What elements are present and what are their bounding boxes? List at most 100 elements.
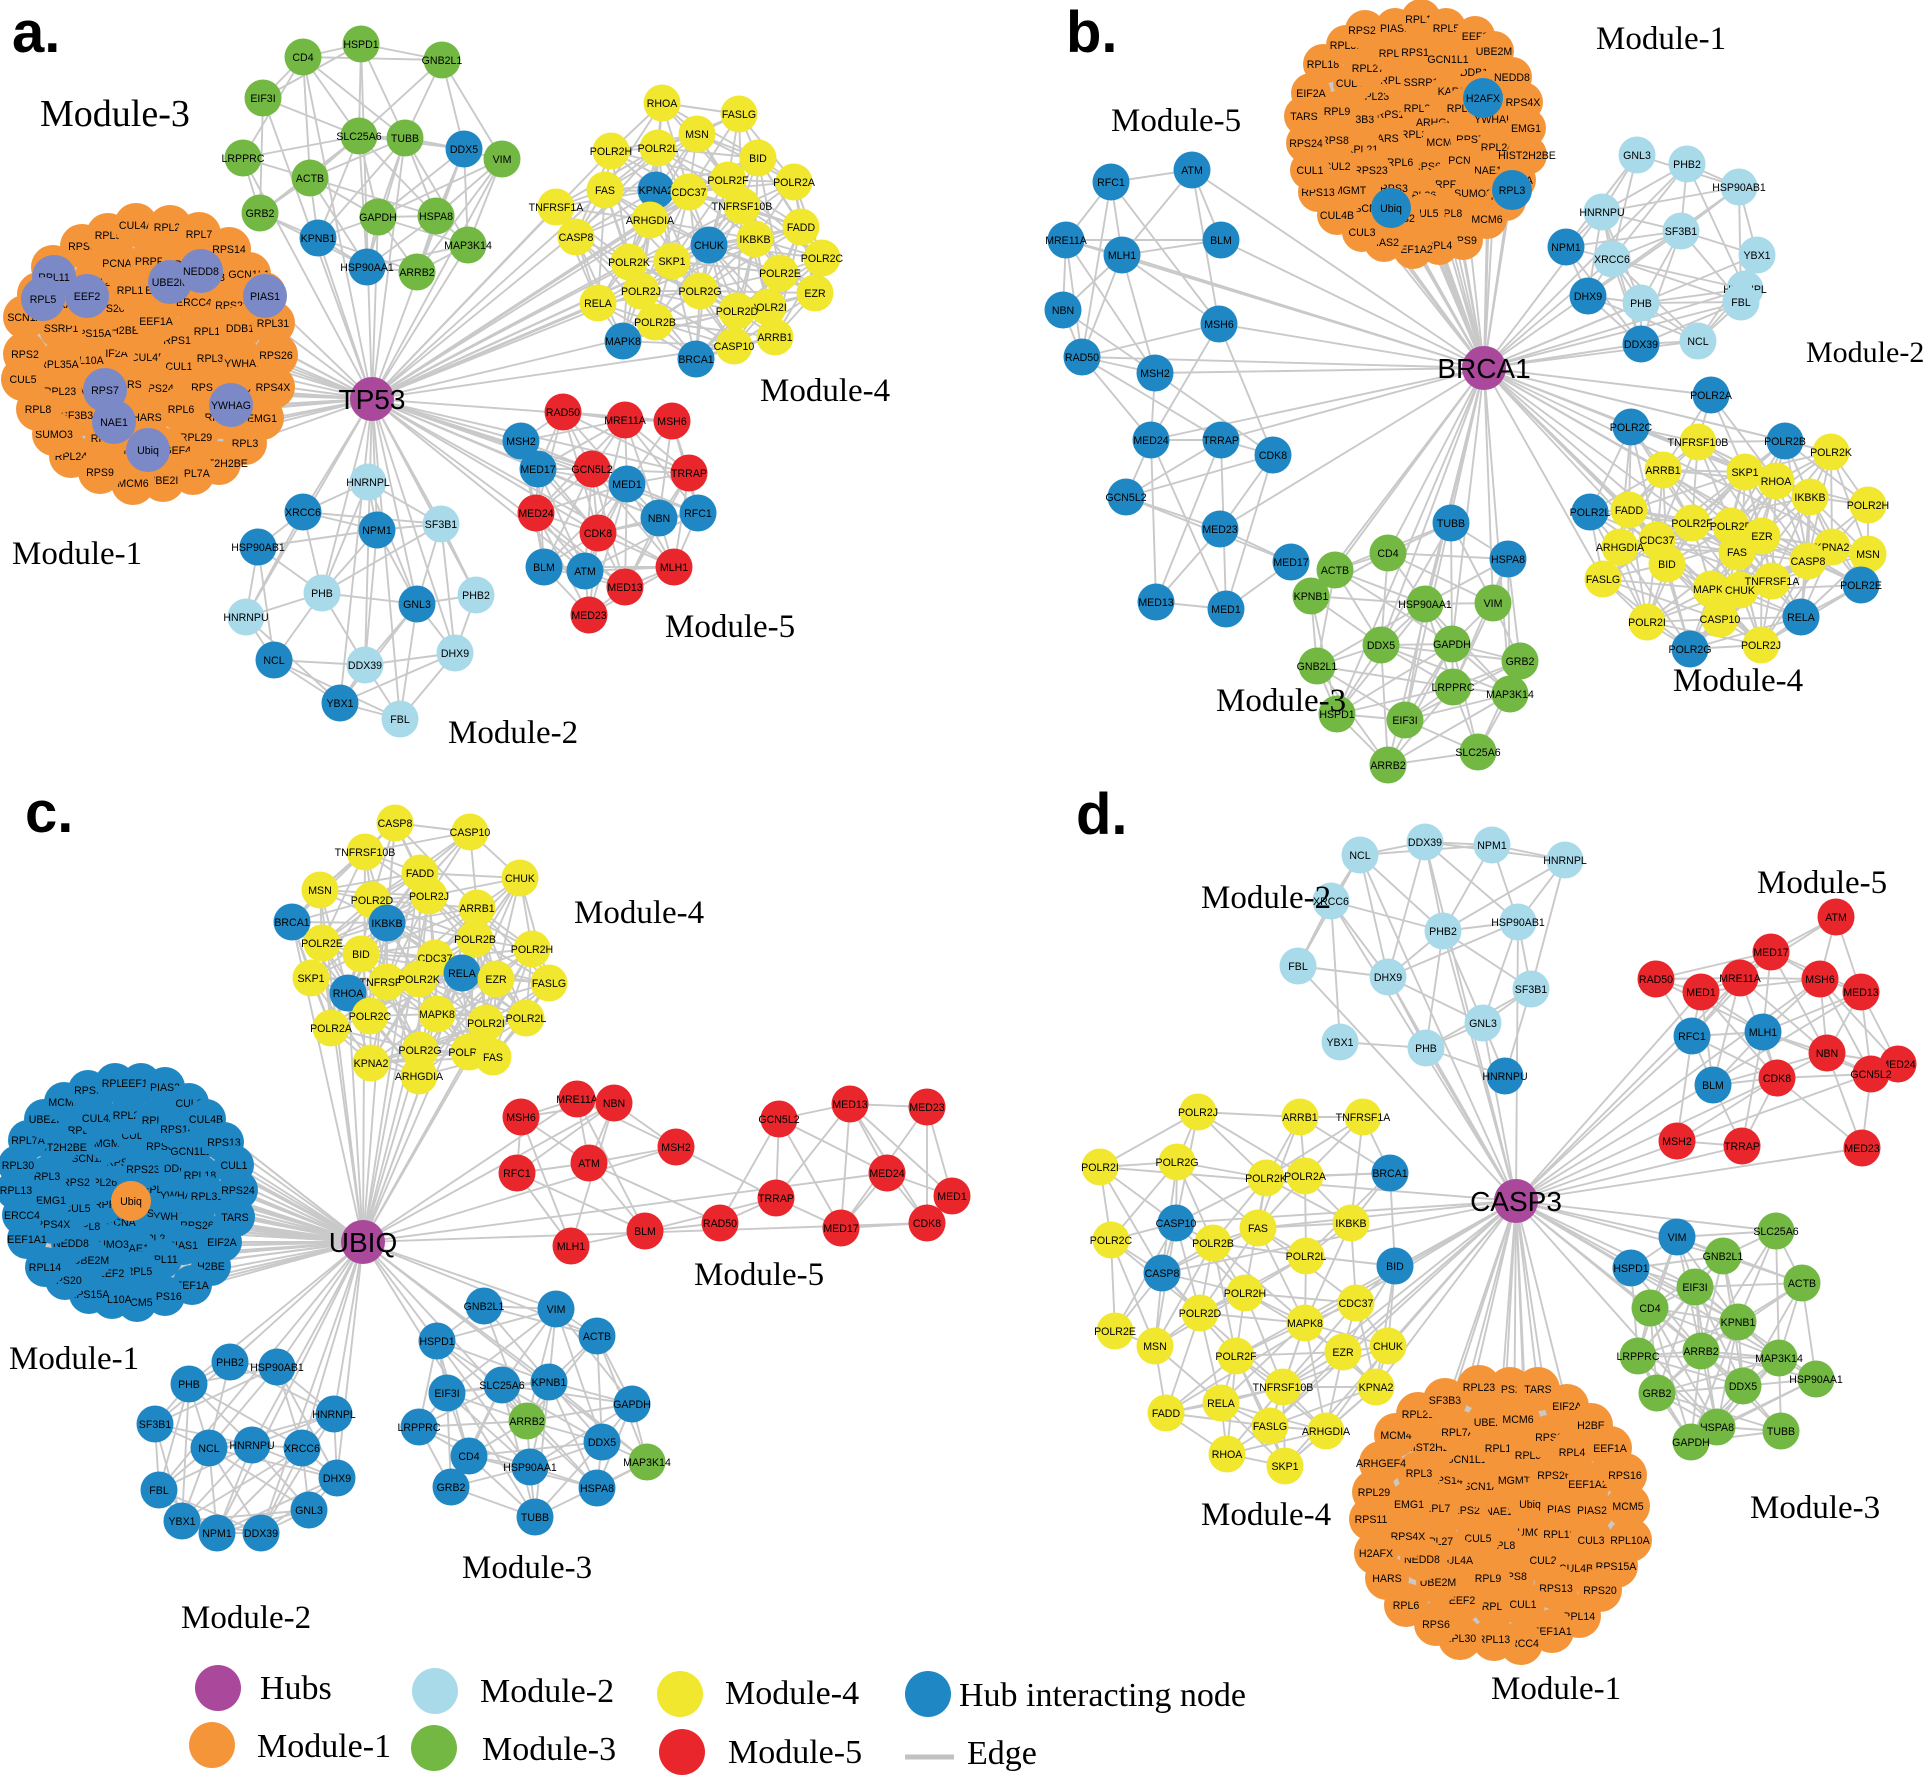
svg-text:FASLG: FASLG	[1253, 1421, 1287, 1433]
svg-text:FAS: FAS	[1727, 547, 1747, 559]
svg-text:ARHGEF4: ARHGEF4	[1356, 1458, 1406, 1470]
svg-text:ARHGDIA: ARHGDIA	[1302, 1426, 1351, 1438]
svg-text:POLR2F: POLR2F	[707, 175, 749, 187]
svg-text:NCL: NCL	[1349, 850, 1370, 862]
svg-text:ACTB: ACTB	[296, 173, 324, 185]
svg-text:MAP3K14: MAP3K14	[623, 1457, 671, 1469]
svg-text:PHB: PHB	[178, 1379, 200, 1391]
svg-text:CUL1: CUL1	[1296, 165, 1323, 177]
svg-text:RPL14: RPL14	[29, 1262, 61, 1274]
svg-text:RPS9: RPS9	[86, 467, 114, 479]
svg-text:H2BE: H2BE	[1577, 1420, 1605, 1432]
svg-text:VIM: VIM	[547, 1304, 566, 1316]
svg-text:RPS14: RPS14	[1401, 47, 1435, 59]
svg-text:NAE1: NAE1	[100, 417, 128, 429]
svg-text:TARS: TARS	[221, 1212, 248, 1224]
svg-text:GCN1L1: GCN1L1	[1427, 54, 1468, 66]
svg-text:MCM6: MCM6	[117, 478, 148, 490]
svg-text:POLR2E: POLR2E	[1840, 580, 1882, 592]
svg-text:Module-4: Module-4	[760, 373, 890, 409]
svg-text:POLR2E: POLR2E	[301, 938, 343, 950]
svg-text:GNL3: GNL3	[295, 1505, 323, 1517]
svg-text:ATM: ATM	[1181, 165, 1203, 177]
svg-text:RPL31: RPL31	[257, 318, 289, 330]
svg-text:MAP3K14: MAP3K14	[1486, 689, 1534, 701]
svg-text:RPS4X: RPS4X	[36, 1219, 71, 1231]
svg-text:POLR2A: POLR2A	[1284, 1171, 1327, 1183]
svg-text:SKP1: SKP1	[1731, 467, 1758, 479]
svg-text:KPNA2: KPNA2	[354, 1058, 389, 1070]
svg-text:RPL3: RPL3	[34, 1171, 61, 1183]
svg-text:RPL9: RPL9	[1324, 106, 1351, 118]
svg-text:CUL5: CUL5	[9, 374, 36, 386]
svg-text:SF3B3: SF3B3	[1429, 1395, 1461, 1407]
svg-text:ARRB2: ARRB2	[509, 1416, 544, 1428]
svg-text:FADD: FADD	[1615, 505, 1644, 517]
svg-text:NCL: NCL	[1687, 336, 1708, 348]
svg-text:FBL: FBL	[390, 714, 410, 726]
svg-text:HSPA8: HSPA8	[1700, 1422, 1734, 1434]
svg-text:CD4: CD4	[458, 1451, 479, 1463]
svg-text:FASLG: FASLG	[532, 978, 566, 990]
svg-text:Ubiq: Ubiq	[137, 445, 159, 457]
svg-text:POLR2I: POLR2I	[749, 302, 787, 314]
svg-text:DHX9: DHX9	[441, 648, 469, 660]
svg-text:XRCC6: XRCC6	[285, 507, 321, 519]
svg-text:EZR: EZR	[1332, 1347, 1354, 1359]
svg-text:Module-2: Module-2	[181, 1600, 311, 1636]
svg-text:GNL3: GNL3	[1623, 150, 1651, 162]
svg-text:CDK8: CDK8	[913, 1218, 941, 1230]
svg-text:GNB2L1: GNB2L1	[1703, 1251, 1744, 1263]
svg-text:BLM: BLM	[634, 1226, 656, 1238]
svg-text:POLR2K: POLR2K	[608, 257, 650, 269]
svg-text:RPL4: RPL4	[1559, 1447, 1586, 1459]
svg-text:POLR2C: POLR2C	[1610, 422, 1653, 434]
svg-text:CUL2: CUL2	[1529, 1555, 1556, 1567]
svg-text:Module-4: Module-4	[725, 1675, 859, 1712]
svg-text:RPL18: RPL18	[1307, 59, 1339, 71]
svg-text:UBE2M: UBE2M	[1476, 46, 1513, 58]
svg-text:POLR2D: POLR2D	[1710, 521, 1753, 533]
svg-text:RPL14: RPL14	[117, 285, 149, 297]
svg-text:RPS4X: RPS4X	[1391, 1531, 1426, 1543]
svg-text:CHUK: CHUK	[1373, 1341, 1403, 1353]
svg-text:POLR2J: POLR2J	[1178, 1107, 1218, 1119]
svg-text:XRCC6: XRCC6	[1313, 896, 1349, 908]
svg-text:HSPA8: HSPA8	[419, 211, 453, 223]
svg-text:Module-5: Module-5	[728, 1734, 862, 1771]
svg-text:HSPA8: HSPA8	[1491, 554, 1525, 566]
svg-text:POLR2A: POLR2A	[773, 177, 816, 189]
svg-text:CUL5: CUL5	[63, 1203, 90, 1215]
svg-text:FBL: FBL	[1288, 961, 1308, 973]
svg-text:MED17: MED17	[823, 1223, 858, 1235]
svg-text:CASP10: CASP10	[450, 827, 491, 839]
svg-text:CUL2: CUL2	[1323, 161, 1350, 173]
svg-text:POLR2A: POLR2A	[1690, 390, 1733, 402]
svg-text:MED1: MED1	[937, 1191, 967, 1203]
svg-text:POLR2B: POLR2B	[1192, 1238, 1234, 1250]
svg-text:EMG1: EMG1	[1511, 123, 1541, 135]
svg-text:HSP90AB1: HSP90AB1	[1491, 917, 1545, 929]
svg-text:RPL11: RPL11	[1543, 1529, 1575, 1541]
svg-text:GAPDH: GAPDH	[359, 212, 397, 224]
svg-text:RPS26: RPS26	[1348, 25, 1382, 37]
svg-text:MCM6: MCM6	[1502, 1414, 1533, 1426]
svg-text:CHUK: CHUK	[505, 873, 535, 885]
svg-text:NCL: NCL	[198, 1443, 219, 1455]
svg-text:RPL8: RPL8	[25, 404, 52, 416]
svg-text:TRRAP: TRRAP	[1203, 435, 1239, 447]
svg-text:TNFRSF1A: TNFRSF1A	[1336, 1112, 1392, 1124]
svg-text:CASP10: CASP10	[1700, 614, 1741, 626]
svg-text:d.: d.	[1076, 782, 1128, 847]
svg-text:RPS6: RPS6	[1422, 1619, 1450, 1631]
svg-text:NBN: NBN	[648, 513, 670, 525]
svg-text:Module-3: Module-3	[462, 1550, 592, 1586]
svg-text:HSP90AA1: HSP90AA1	[1789, 1374, 1843, 1386]
svg-text:TNFRSF10B: TNFRSF10B	[712, 201, 773, 213]
svg-text:SUMO3: SUMO3	[1454, 188, 1492, 200]
svg-text:GRB2: GRB2	[246, 208, 275, 220]
svg-text:MED1: MED1	[612, 479, 642, 491]
svg-text:CDC37: CDC37	[418, 953, 453, 965]
svg-text:HNRNPU: HNRNPU	[1482, 1071, 1527, 1083]
svg-text:BRCA1: BRCA1	[1437, 353, 1530, 384]
